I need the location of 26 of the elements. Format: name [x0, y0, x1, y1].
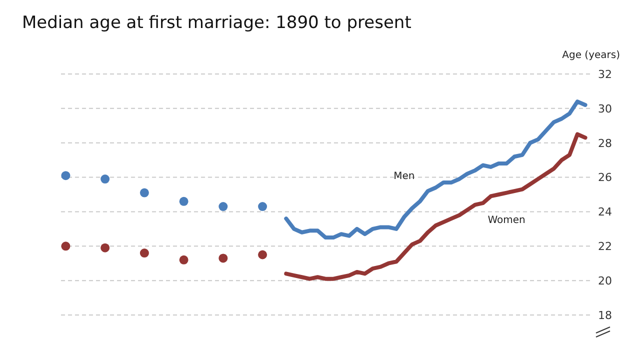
point [140, 188, 149, 198]
point [258, 250, 268, 260]
y-axis-title: Age (years) [562, 50, 620, 61]
point [100, 174, 110, 184]
y-tick-label: 24 [598, 206, 612, 219]
line-series [284, 132, 588, 281]
y-tick-label: 18 [598, 308, 612, 322]
point [179, 196, 188, 206]
y-tick-label: 32 [598, 68, 612, 81]
y-tick-label: 20 [598, 274, 612, 288]
y-tick-label: 26 [598, 171, 612, 184]
point [179, 255, 188, 264]
point [218, 202, 228, 212]
point [140, 248, 149, 258]
series-label: Women [488, 214, 526, 226]
point [61, 171, 70, 180]
y-tick-label: 28 [598, 136, 612, 150]
y-tick-label: 30 [598, 102, 612, 116]
line-series [284, 100, 588, 240]
point [61, 242, 70, 251]
chart-title: Median age at first marriage: 1890 to present [22, 13, 412, 33]
point [258, 202, 268, 212]
series-label: Men [394, 170, 415, 182]
point [218, 254, 228, 263]
y-tick-label: 22 [598, 240, 612, 254]
point [100, 243, 110, 252]
